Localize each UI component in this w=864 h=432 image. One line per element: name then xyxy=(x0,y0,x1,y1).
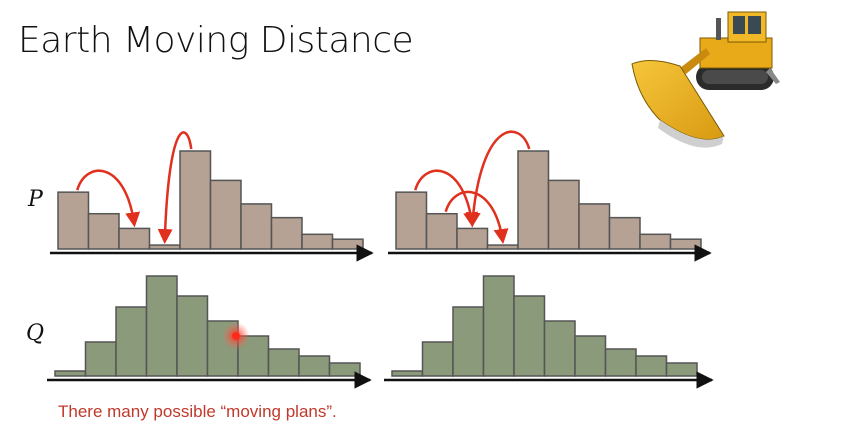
histogram-bar xyxy=(118,227,151,250)
histogram-bar xyxy=(547,179,580,250)
histogram-bar xyxy=(240,203,273,250)
label-p: P xyxy=(27,187,44,212)
moving-plan-right-plan xyxy=(414,130,531,245)
histogram-bar xyxy=(391,370,424,377)
histogram-bar xyxy=(209,179,242,250)
histogram-bar xyxy=(517,150,550,250)
histogram-bar xyxy=(456,227,489,250)
slide-title: Earth Moving Distance xyxy=(18,20,414,61)
histogram-bar xyxy=(148,244,181,250)
histogram-bar xyxy=(604,348,637,377)
histogram-group xyxy=(47,130,714,389)
histogram-q-left xyxy=(47,275,372,389)
histogram-bar xyxy=(176,295,209,377)
histogram-bar xyxy=(115,306,148,377)
moving-arrow xyxy=(157,131,193,245)
histogram-bar xyxy=(425,212,458,250)
histogram-bar xyxy=(54,370,87,377)
histogram-bar xyxy=(87,212,120,250)
histogram-bar xyxy=(543,320,576,377)
histogram-bar xyxy=(328,362,361,377)
histogram-bar xyxy=(301,233,334,250)
histogram-bar xyxy=(84,341,117,377)
moving-plan-left-plan xyxy=(76,131,193,245)
label-q: Q xyxy=(26,321,44,346)
histogram-bar xyxy=(608,216,641,250)
histogram-bar xyxy=(421,341,454,377)
histogram-bar xyxy=(57,191,90,250)
histogram-bar xyxy=(270,216,303,250)
histogram-bar xyxy=(179,150,212,250)
histogram-p-right xyxy=(388,150,712,262)
moving-arrow xyxy=(414,169,479,228)
moving-arrow xyxy=(444,190,509,245)
histogram-bar xyxy=(639,233,672,250)
histogram-q-right xyxy=(384,275,714,389)
histogram-bar xyxy=(635,355,668,377)
moving-arrow xyxy=(76,169,141,228)
histogram-bar xyxy=(486,244,519,250)
histogram-bar xyxy=(574,335,607,377)
bulldozer-icon xyxy=(631,11,780,148)
histogram-bar xyxy=(395,191,428,250)
moving-arrow xyxy=(465,130,531,228)
histogram-bar xyxy=(145,275,178,377)
histogram-bar xyxy=(267,348,300,377)
histogram-p-left xyxy=(50,150,374,262)
laser-pointer-dot-icon xyxy=(222,322,250,350)
histogram-bar xyxy=(298,355,331,377)
histogram-bar xyxy=(578,203,611,250)
caption-text: There many possible “moving plans”. xyxy=(58,402,337,421)
histogram-bar xyxy=(513,295,546,377)
histogram-bar xyxy=(452,306,485,377)
histogram-bar xyxy=(669,238,702,250)
histogram-bar xyxy=(665,362,698,377)
histogram-bar xyxy=(482,275,515,377)
histogram-bar xyxy=(331,238,364,250)
